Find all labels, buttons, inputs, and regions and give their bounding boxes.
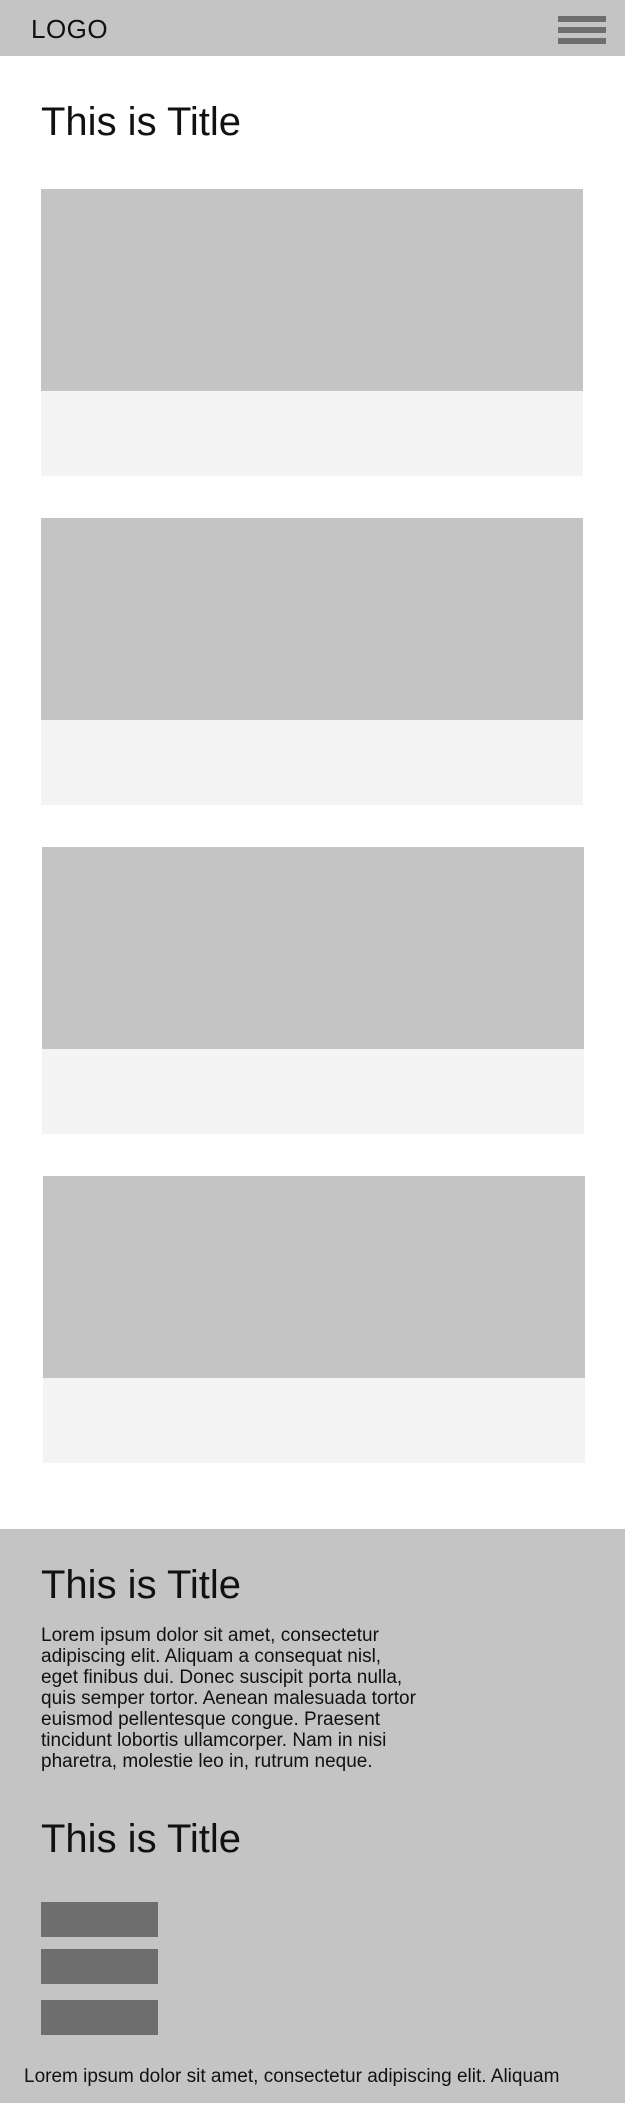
- card-body: [42, 1049, 584, 1134]
- footer-link-button[interactable]: [41, 1949, 158, 1984]
- card-body: [41, 720, 583, 805]
- card-body: [43, 1378, 585, 1463]
- hamburger-line: [558, 16, 606, 22]
- content-card[interactable]: [43, 1176, 585, 1463]
- card-image-placeholder: [41, 518, 583, 720]
- content-card[interactable]: [42, 847, 584, 1134]
- header: LOGO: [0, 0, 625, 56]
- card-image-placeholder: [41, 189, 583, 391]
- card-image-placeholder: [43, 1176, 585, 1378]
- logo[interactable]: LOGO: [31, 14, 109, 44]
- hamburger-line: [558, 38, 606, 44]
- hamburger-line: [558, 27, 606, 33]
- footer: This is Title Lorem ipsum dolor sit amet…: [0, 1529, 625, 2103]
- page-title: This is Title: [41, 100, 242, 144]
- content-card[interactable]: [41, 189, 583, 476]
- footer-link-button[interactable]: [41, 2000, 158, 2035]
- footer-paragraph: Lorem ipsum dolor sit amet, consectetur …: [41, 1625, 416, 1772]
- hamburger-menu-icon[interactable]: [558, 14, 606, 46]
- card-image-placeholder: [42, 847, 584, 1049]
- footer-link-button[interactable]: [41, 1902, 158, 1937]
- footer-links-title: This is Title: [41, 1817, 242, 1861]
- card-body: [41, 391, 583, 476]
- footer-bottom-text: Lorem ipsum dolor sit amet, consectetur …: [24, 2066, 560, 2087]
- footer-title: This is Title: [41, 1563, 242, 1607]
- content-card[interactable]: [41, 518, 583, 805]
